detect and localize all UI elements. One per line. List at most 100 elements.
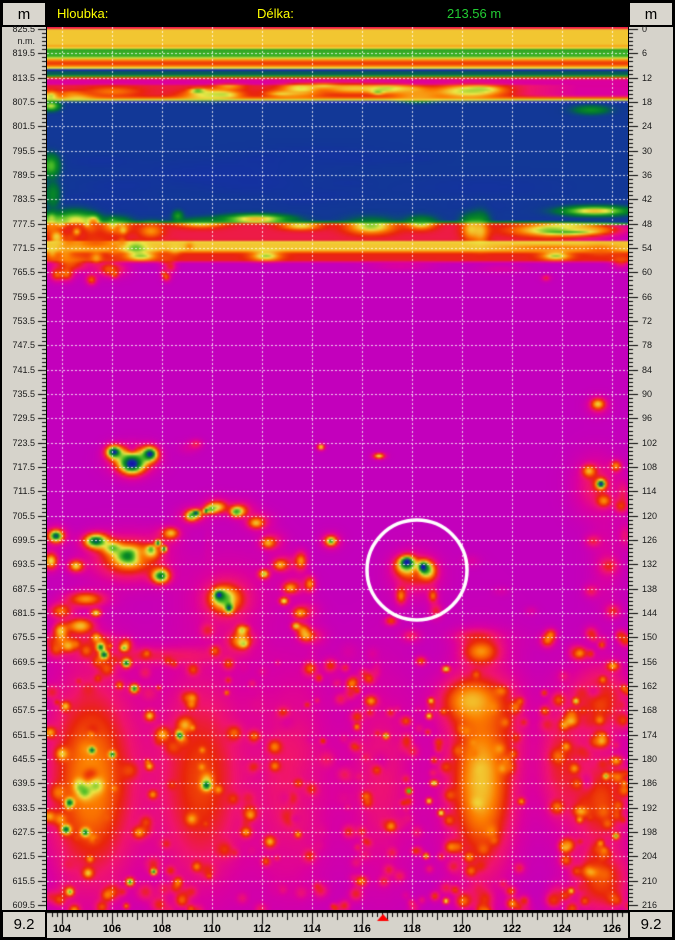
right-axis-label: 54 bbox=[642, 243, 653, 253]
bottom-axis-label: 126 bbox=[602, 923, 622, 935]
right-axis-label: 48 bbox=[642, 218, 653, 229]
left-axis-label: 759.5 bbox=[12, 291, 35, 302]
right-axis-label: 204 bbox=[642, 851, 658, 862]
bottom-axis-label: 120 bbox=[452, 923, 472, 935]
bottom-right-value-box: 9.2 bbox=[629, 911, 673, 938]
left-axis-label: 723.5 bbox=[12, 437, 35, 448]
left-axis-label: 807.5 bbox=[12, 97, 35, 107]
bottom-ruler-ticks bbox=[47, 911, 628, 938]
left-axis-label: 615.5 bbox=[12, 875, 35, 886]
right-axis-unit: m bbox=[644, 5, 658, 23]
length-readout-label: Délka: bbox=[257, 6, 294, 21]
left-axis-label: 687.5 bbox=[12, 583, 35, 594]
left-axis-label: 783.5 bbox=[12, 194, 35, 205]
right-axis-label: 72 bbox=[642, 316, 653, 326]
left-axis-label: 609.5 bbox=[12, 900, 35, 910]
left-axis-label: 651.5 bbox=[12, 729, 35, 740]
right-axis-label: 18 bbox=[642, 97, 653, 107]
left-ruler-ticks bbox=[2, 27, 46, 910]
right-axis-label: 120 bbox=[642, 510, 658, 521]
right-axis-label: 144 bbox=[642, 608, 658, 618]
right-axis-label: 168 bbox=[642, 705, 658, 716]
left-axis-label: 621.5 bbox=[12, 851, 35, 862]
header-bar: Hloubka: Délka: 213.56 m bbox=[47, 2, 628, 26]
bottom-axis-label: 122 bbox=[502, 923, 522, 935]
left-axis-label: 801.5 bbox=[12, 121, 35, 132]
right-axis-label: 90 bbox=[642, 389, 653, 399]
right-axis-label: 96 bbox=[642, 413, 653, 424]
bottom-axis-label: 118 bbox=[403, 923, 421, 935]
left-axis-label: 789.5 bbox=[12, 170, 35, 180]
right-axis-label: 60 bbox=[642, 267, 653, 278]
bottom-axis-label: 124 bbox=[552, 923, 572, 935]
bottom-axis-label: 106 bbox=[102, 923, 122, 935]
right-axis-label: 132 bbox=[642, 559, 658, 570]
left-axis-label: 771.5 bbox=[12, 243, 35, 253]
left-axis-label: 717.5 bbox=[12, 462, 35, 472]
left-axis-label: 645.5 bbox=[12, 754, 35, 764]
right-axis-label: 78 bbox=[642, 340, 653, 351]
top-left-unit-box: m bbox=[2, 2, 46, 26]
right-axis-label: 210 bbox=[642, 875, 658, 886]
left-axis-label: 663.5 bbox=[12, 681, 35, 691]
right-axis-label: 198 bbox=[642, 827, 658, 837]
left-elevation-ruler: 825.5 819.5 813.5 807.5 801.5 795.5 789.5 783.5… bbox=[2, 24, 46, 910]
radargram-canvas[interactable] bbox=[47, 27, 628, 910]
right-axis-label: 102 bbox=[642, 437, 658, 448]
right-axis-label: 0 bbox=[642, 24, 648, 34]
depth-readout-label: Hloubka: bbox=[57, 6, 109, 21]
left-axis-label: 747.5 bbox=[12, 340, 35, 351]
bottom-left-value-box: 9.2 bbox=[2, 911, 46, 938]
left-axis-label: 693.5 bbox=[12, 559, 35, 570]
right-axis-label: 216 bbox=[642, 900, 658, 910]
right-axis-label: 36 bbox=[642, 170, 653, 180]
length-readout-value: 213.56 m bbox=[447, 6, 502, 21]
right-axis-label: 84 bbox=[642, 364, 653, 375]
bottom-axis-label: 114 bbox=[303, 923, 321, 935]
right-ruler-ticks bbox=[629, 27, 673, 910]
left-axis-label: 729.5 bbox=[12, 413, 35, 424]
right-axis-label: 162 bbox=[642, 681, 658, 691]
left-axis-label: 657.5 bbox=[12, 705, 35, 716]
right-axis-label: 114 bbox=[642, 486, 657, 497]
left-axis-label: 675.5 bbox=[12, 632, 35, 643]
right-axis-label: 180 bbox=[642, 754, 658, 764]
right-axis-label: 6 bbox=[642, 48, 648, 59]
left-axis-label: 735.5 bbox=[12, 389, 35, 399]
position-marker-icon[interactable] bbox=[377, 913, 389, 921]
bottom-axis-label: 104 bbox=[52, 923, 72, 935]
right-axis-label: 30 bbox=[642, 145, 653, 156]
left-axis-label: 627.5 bbox=[12, 827, 35, 837]
right-axis-label: 126 bbox=[642, 535, 658, 545]
right-axis-label: 24 bbox=[642, 121, 653, 132]
left-axis-label: 741.5 bbox=[12, 364, 35, 375]
left-axis-label: 753.5 bbox=[12, 316, 35, 326]
bottom-axis-label: 110 bbox=[203, 923, 221, 935]
left-axis-label: 669.5 bbox=[12, 656, 35, 667]
bottom-left-value: 9.2 bbox=[13, 916, 35, 933]
left-axis-label: 705.5 bbox=[12, 510, 35, 521]
right-axis-label: 150 bbox=[642, 632, 658, 643]
right-axis-label: 174 bbox=[642, 729, 658, 740]
left-axis-subunit: n.m. bbox=[17, 36, 35, 46]
left-axis-label: 825.5 bbox=[12, 24, 35, 34]
left-axis-label: 633.5 bbox=[12, 802, 35, 813]
top-right-unit-box: m bbox=[629, 2, 673, 26]
radargram-plot-area[interactable] bbox=[47, 27, 628, 910]
right-axis-label: 108 bbox=[642, 462, 658, 472]
bottom-axis-label: 116 bbox=[353, 923, 371, 935]
right-axis-label: 138 bbox=[642, 583, 658, 594]
bottom-distance-ruler: 104 106 108 110 112 114 116 118 120 122 124 126 bbox=[47, 911, 628, 938]
left-axis-label: 777.5 bbox=[12, 218, 35, 229]
right-axis-label: 66 bbox=[642, 291, 653, 302]
left-axis-label: 819.5 bbox=[12, 48, 35, 59]
left-axis-label: 813.5 bbox=[12, 72, 35, 83]
right-depth-ruler: 0 6 12 18 24 30 36 42 48 54 60 66 72 78 84 90 96 102 108 11… bbox=[629, 24, 673, 910]
right-axis-label: 186 bbox=[642, 778, 658, 789]
bottom-right-value: 9.2 bbox=[640, 916, 662, 933]
right-axis-label: 192 bbox=[642, 802, 658, 813]
left-axis-label: 795.5 bbox=[12, 145, 35, 156]
right-axis-label: 42 bbox=[642, 194, 653, 205]
right-axis-label: 12 bbox=[642, 72, 653, 83]
